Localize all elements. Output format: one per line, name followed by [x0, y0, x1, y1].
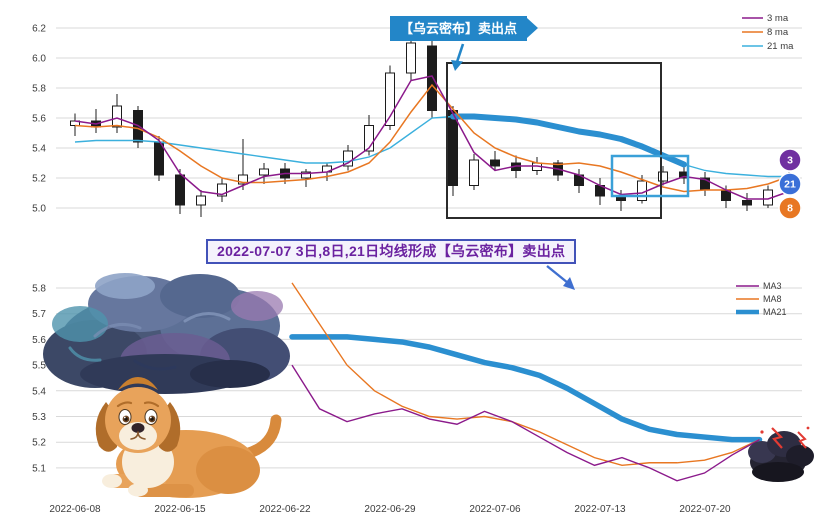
ma21-highlight-segment	[450, 113, 687, 168]
x-tick-label: 2022-06-22	[259, 504, 311, 515]
ma-badge	[778, 148, 802, 172]
x-tick-label: 2022-07-13	[574, 504, 626, 515]
y-tick-label: 5.2	[32, 174, 46, 185]
y-tick-label: 5.1	[32, 463, 46, 474]
x-tick-label: 2022-06-08	[49, 504, 101, 515]
y-tick-label: 5.7	[32, 309, 46, 320]
annotation-rectangles	[446, 62, 690, 219]
pattern-highlight-box	[446, 62, 662, 219]
candle-down	[490, 159, 500, 167]
candle-up	[343, 150, 353, 167]
candle-up	[217, 183, 227, 197]
ma21-line	[74, 115, 789, 178]
summary-banner-label: 2022-07-07 3日,8日,21日均线形成【乌云密布】卖出点	[217, 243, 566, 259]
x-tick-label: 2022-06-29	[364, 504, 416, 515]
callout-arrowhead-icon	[451, 60, 463, 71]
candle-up	[259, 168, 269, 176]
top-candlestick-chart	[70, 25, 794, 217]
ma8-line-zoom	[291, 282, 760, 467]
y-tick-label: 5.4	[32, 386, 46, 397]
y-tick-label: 6.0	[32, 54, 46, 65]
dog-tail	[240, 414, 282, 460]
ma-badge	[778, 196, 802, 220]
bottom-zoom-line-chart	[289, 282, 763, 482]
x-tick-label: 2022-07-06	[469, 504, 521, 515]
ma21-line-zoom	[289, 334, 763, 443]
candle-up	[637, 180, 647, 201]
candle-up	[469, 159, 479, 186]
x-tick-label: 2022-07-20	[679, 504, 731, 515]
summary-arrow	[546, 265, 569, 284]
candle-down	[448, 110, 458, 186]
storm-cloud-illustration	[43, 273, 290, 394]
candle-down	[742, 200, 752, 206]
ma-badge-label: 8	[787, 203, 793, 215]
candle-down	[154, 141, 164, 176]
ma-badge-label: 3	[787, 155, 793, 167]
lightning-icon	[771, 427, 784, 449]
annotation-arrows	[451, 43, 575, 290]
y-tick-label: 5.6	[32, 335, 46, 346]
y-tick-label: 5.0	[32, 204, 46, 215]
legend-label: MA8	[763, 294, 782, 304]
ma-badge	[778, 172, 802, 196]
summary-banner: 2022-07-07 3日,8日,21日均线形成【乌云密布】卖出点	[206, 239, 577, 264]
dog-illustration	[95, 377, 282, 498]
ma-badge-label: 21	[784, 179, 796, 191]
candle-up	[406, 42, 416, 74]
candle-down	[175, 174, 185, 206]
ma-badges: 3 21 8	[778, 148, 802, 220]
y-tick-label: 6.2	[32, 24, 46, 35]
y-tick-label: 5.5	[32, 361, 46, 372]
y-tick-label: 5.3	[32, 412, 46, 423]
y-tick-label: 5.2	[32, 438, 46, 449]
crossover-highlight-box	[610, 154, 690, 198]
candle-up	[196, 195, 206, 206]
candle-up	[238, 174, 248, 185]
legend-label: 3 ma	[767, 13, 789, 24]
y-tick-label: 5.4	[32, 144, 46, 155]
small-dark-cloud-illustration	[748, 426, 814, 482]
candle-up	[364, 125, 374, 152]
axis-labels: 5.0 5.2 5.4 5.6 5.8 6.0 6.2 5.1 5.2 5.3 5.4 5.5 5.6 5…	[32, 24, 731, 516]
candle-up	[112, 105, 122, 128]
candle-up	[301, 171, 311, 179]
legend-label: 21 ma	[767, 41, 794, 52]
y-tick-label: 5.8	[32, 84, 46, 95]
sell-point-callout-label: 【乌云密布】卖出点	[400, 21, 518, 36]
sell-point-callout: 【乌云密布】卖出点	[390, 16, 539, 41]
legend-label: MA21	[763, 307, 787, 317]
callout-arrow	[455, 43, 465, 63]
legends: 3 ma 8 ma 21 ma MA3 MA8 MA21	[736, 13, 794, 317]
ma3-line-zoom	[291, 364, 760, 482]
lightning-icon	[797, 431, 807, 449]
y-tick-label: 5.6	[32, 114, 46, 125]
legend-label: 8 ma	[767, 27, 789, 38]
x-tick-label: 2022-06-15	[154, 504, 206, 515]
candle-up	[658, 171, 668, 182]
y-tick-label: 5.8	[32, 284, 46, 295]
ma8-line	[74, 83, 790, 193]
candle-up	[385, 72, 395, 126]
dog-head	[95, 377, 181, 453]
candle-down	[427, 45, 437, 111]
dog-nose	[131, 423, 145, 433]
summary-arrowhead-icon	[563, 277, 575, 290]
ma3-line	[74, 75, 790, 200]
legend-label: MA3	[763, 281, 782, 291]
